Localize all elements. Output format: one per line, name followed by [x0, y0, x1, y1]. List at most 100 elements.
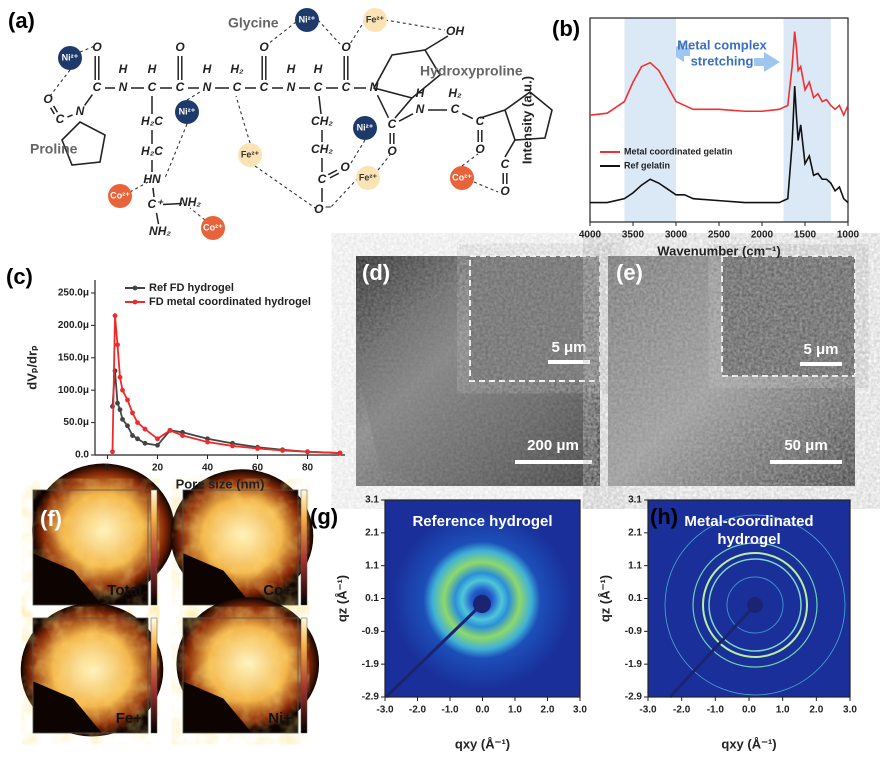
atom-label: C [388, 117, 397, 131]
x-tick-label: 40 [202, 463, 214, 474]
y-tick-label: -0.9 [362, 626, 380, 637]
map-frame [32, 617, 149, 734]
series-marker [180, 433, 185, 438]
ion-label: Ni²⁺ [62, 52, 79, 62]
series-marker [110, 449, 115, 455]
atom-label: C [342, 80, 351, 94]
panel-label: (e) [616, 260, 643, 285]
annotation: stretching [691, 53, 754, 68]
colorbar [300, 617, 308, 734]
series-marker [337, 450, 343, 456]
bond [424, 35, 449, 51]
x-tick-label: 60 [252, 463, 264, 474]
x-axis-label: Wavenumber (cm⁻¹) [657, 243, 780, 258]
x-tick-label: 2500 [708, 230, 731, 241]
residue-name: Proline [30, 141, 78, 157]
y-tick-label: -2.9 [625, 692, 643, 703]
legend-label: Ref gelatin [624, 160, 670, 170]
proline-ring [61, 121, 106, 166]
map-dark-region [183, 553, 252, 605]
y-tick-label: 250.0μ [58, 288, 89, 299]
x-tick-label: 2.0 [809, 705, 823, 716]
series-marker [305, 449, 310, 455]
scale-label: 200 μm [527, 437, 579, 454]
bond [49, 107, 55, 115]
arrow [668, 42, 690, 62]
bond [67, 114, 73, 118]
series-marker [130, 410, 135, 416]
atom-label: C [93, 80, 102, 94]
legend-label: FD metal coordinated hydrogel [149, 296, 311, 308]
plot-frame [647, 499, 851, 698]
map-label: Total [107, 582, 142, 599]
atom-label: HN [143, 172, 161, 186]
x-tick-label: 0.0 [742, 705, 756, 716]
atom-label: N [370, 80, 379, 94]
atom-label: OH [446, 24, 464, 38]
bond [504, 139, 516, 158]
ion-label: Ni²⁺ [299, 14, 316, 24]
x-tick-label: 1500 [794, 230, 817, 241]
ion-label: Co²⁺ [110, 190, 130, 200]
atom-label: O [340, 160, 350, 174]
x-tick-label: 4000 [579, 230, 602, 241]
bond [479, 109, 506, 119]
arrow [754, 52, 780, 72]
y-axis-label: dVₚ/drₚ [24, 345, 39, 390]
atom-label: C [501, 157, 510, 171]
ion [356, 166, 380, 190]
hydroxyproline-ring [372, 49, 442, 99]
series-marker [167, 427, 173, 433]
series-marker [112, 313, 118, 319]
atom-label: O [500, 184, 510, 198]
series-marker [125, 397, 130, 403]
y-axis-label: Intensity (a.u.) [519, 76, 534, 164]
x-axis-label: Pore size (nm) [176, 476, 265, 491]
series-marker [230, 443, 235, 449]
coord [384, 19, 446, 31]
bond [394, 97, 413, 119]
coord [473, 181, 499, 193]
atom-label: C [260, 80, 269, 94]
atom-label: O [43, 92, 53, 106]
highlight-band [783, 18, 831, 222]
map-label: Co+ [263, 582, 292, 599]
bond [376, 94, 390, 119]
x-tick-label: 2000 [751, 230, 774, 241]
atom-label: O [341, 40, 351, 54]
atom-label: H [314, 62, 323, 76]
bond [53, 105, 59, 113]
y-tick-label: -2.9 [362, 692, 380, 703]
atom-label: C [476, 114, 485, 128]
bond [155, 212, 160, 225]
series-marker [115, 342, 120, 348]
ion-label: Fe²⁺ [359, 172, 378, 182]
ion [295, 8, 319, 32]
x-tick-label: 3.0 [843, 705, 857, 716]
y-axis-label: qz (Å⁻¹) [334, 575, 349, 622]
series-marker [255, 446, 260, 451]
atom-label: H₂ [448, 86, 462, 100]
atom-label: O [92, 40, 102, 54]
ion [353, 116, 377, 140]
legend-marker [132, 299, 138, 305]
panel-label: (a) [8, 8, 35, 33]
y-tick-label: 50.0μ [63, 417, 89, 428]
eds-maps: Total Co+ Fe+ Ni+ [20, 463, 320, 737]
ion [175, 100, 199, 124]
series-marker [120, 416, 125, 422]
x-tick-label: 3500 [622, 230, 645, 241]
series-marker [135, 436, 140, 442]
atom-label: H₂C [141, 144, 163, 158]
series-line [111, 370, 341, 454]
x-tick-label: -1.0 [707, 705, 725, 716]
atom-label: C [176, 80, 185, 94]
atom-label: C [318, 172, 327, 186]
series-marker [280, 448, 285, 453]
panel-label: (d) [362, 260, 390, 285]
series-marker [155, 442, 160, 448]
plot-frame [589, 17, 849, 223]
x-tick-label: 80 [302, 463, 314, 474]
x-tick-label: 20 [152, 463, 164, 474]
